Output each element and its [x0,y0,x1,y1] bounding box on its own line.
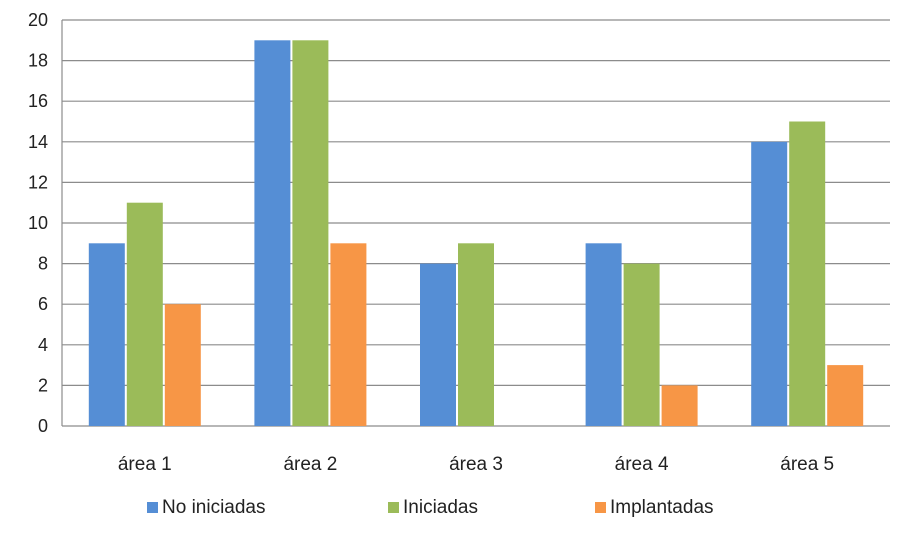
bar-no-iniciadas-1 [89,243,125,426]
bar-implantadas-2 [330,243,366,426]
bar-no-iniciadas-5 [751,142,787,426]
y-tick-label: 14 [28,132,48,152]
bar-implantadas-5 [827,365,863,426]
bar-iniciadas-1 [127,203,163,426]
y-tick-label: 10 [28,213,48,233]
x-category-label: área 2 [283,454,337,475]
bar-implantadas-1 [165,304,201,426]
legend-label: Implantadas [610,497,714,518]
legend-swatch [388,502,399,513]
bar-implantadas-4 [662,385,698,426]
bars [89,40,863,426]
bar-iniciadas-3 [458,243,494,426]
y-tick-label: 20 [28,10,48,30]
y-tick-label: 4 [38,335,48,355]
y-axis-tick-labels: 0 2 4 6 8 10 12 14 16 18 20 [28,10,48,436]
x-category-label: área 4 [615,454,669,475]
bar-iniciadas-4 [624,264,660,426]
x-axis-category-labels: área 1 área 2 área 3 área 4 área 5 [118,454,834,475]
legend-label: Iniciadas [403,497,478,518]
y-tick-label: 16 [28,91,48,111]
y-tick-label: 0 [38,416,48,436]
bar-no-iniciadas-3 [420,264,456,426]
y-tick-label: 8 [38,254,48,274]
bar-iniciadas-2 [292,40,328,426]
bar-no-iniciadas-4 [586,243,622,426]
legend-swatch [147,502,158,513]
x-category-label: área 3 [449,454,503,475]
y-tick-label: 6 [38,294,48,314]
x-category-label: área 1 [118,454,172,475]
legend: No iniciadas Iniciadas Implantadas [147,497,714,518]
bar-no-iniciadas-2 [254,40,290,426]
bar-iniciadas-5 [789,122,825,427]
legend-swatch [595,502,606,513]
x-category-label: área 5 [780,454,834,475]
y-tick-label: 2 [38,375,48,395]
legend-label: No iniciadas [162,497,266,518]
y-tick-label: 18 [28,51,48,71]
y-tick-label: 12 [28,172,48,192]
